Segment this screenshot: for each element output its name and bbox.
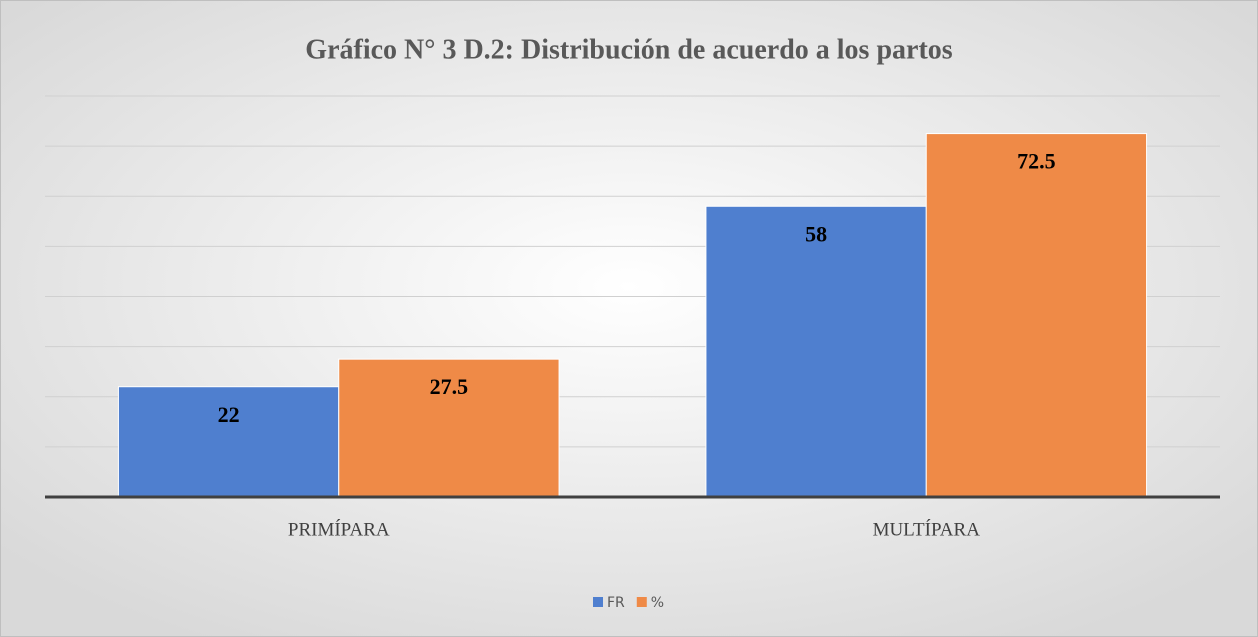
x-tick-label: PRIMÍPARA	[288, 518, 390, 540]
x-tick-label: MULTÍPARA	[873, 518, 981, 540]
bar	[705, 205, 927, 498]
chart-title: Gráfico N° 3 D.2: Distribución de acuerd…	[305, 34, 952, 65]
data-label: 27.5	[430, 374, 469, 399]
data-label: 72.5	[1017, 149, 1056, 174]
legend-label: FR	[607, 595, 625, 611]
legend-label: %	[651, 595, 664, 611]
legend-swatch	[593, 597, 603, 607]
data-label: 58	[805, 221, 827, 246]
legend-swatch	[636, 597, 647, 607]
bar	[925, 133, 1148, 498]
data-label: 22	[218, 402, 240, 427]
